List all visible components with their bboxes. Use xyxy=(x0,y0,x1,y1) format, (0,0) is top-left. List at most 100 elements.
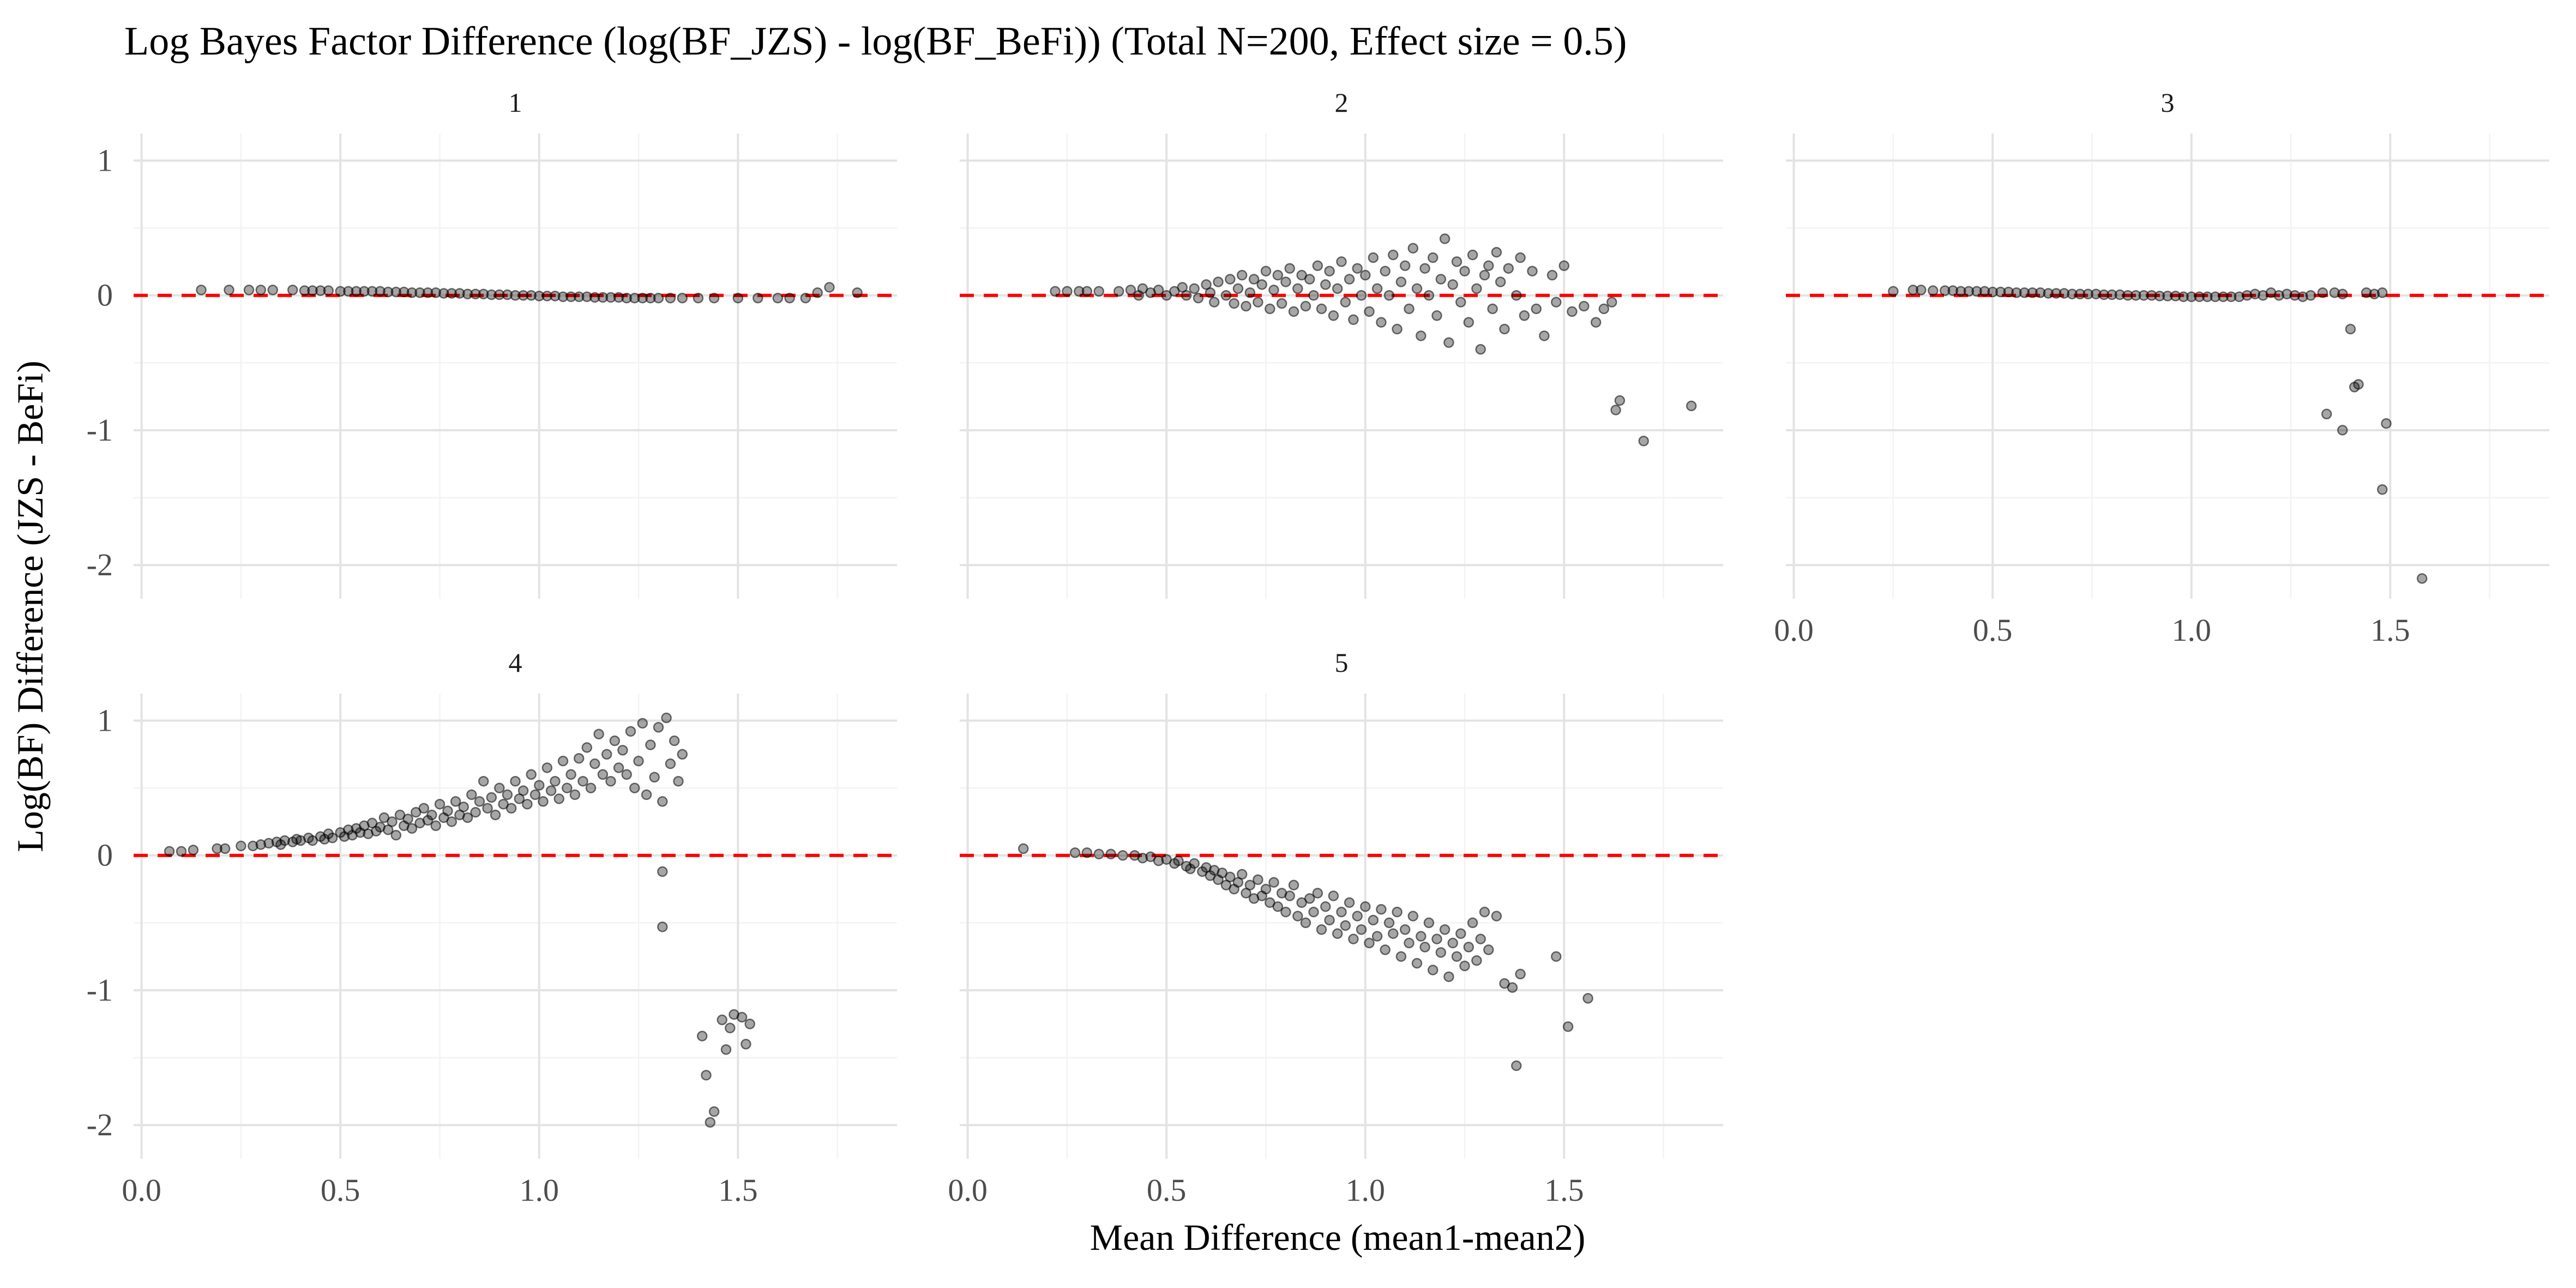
data-point xyxy=(732,292,744,304)
data-point xyxy=(382,286,394,298)
data-point xyxy=(1531,303,1542,315)
data-point xyxy=(1546,269,1558,281)
data-point xyxy=(673,775,684,787)
y-tick-label: 1 xyxy=(97,142,113,178)
data-point xyxy=(1443,971,1454,982)
data-point xyxy=(517,290,529,301)
data-point xyxy=(538,796,549,807)
data-point xyxy=(1153,285,1164,296)
data-point xyxy=(2282,288,2292,299)
data-point xyxy=(243,285,255,296)
data-point xyxy=(1288,880,1299,890)
data-point xyxy=(490,809,501,821)
data-point xyxy=(1427,965,1439,976)
data-point xyxy=(1562,1021,1574,1032)
data-point xyxy=(219,843,231,854)
data-point xyxy=(1551,951,1562,962)
data-point xyxy=(450,796,461,807)
data-point xyxy=(1260,266,1272,276)
data-point xyxy=(2114,289,2126,300)
data-point xyxy=(1916,285,1927,296)
data-point xyxy=(1567,306,1578,317)
data-point xyxy=(399,286,410,298)
y-tick-label: -1 xyxy=(87,972,113,1008)
data-point xyxy=(2098,289,2110,300)
data-point xyxy=(577,775,588,787)
data-point xyxy=(1955,286,1966,297)
data-point xyxy=(1491,246,1502,258)
data-point xyxy=(510,775,521,787)
data-point xyxy=(1455,297,1466,308)
data-point xyxy=(1328,310,1339,321)
data-point xyxy=(1416,931,1427,942)
data-point xyxy=(1947,285,1959,296)
data-point xyxy=(593,729,604,739)
data-point xyxy=(753,292,763,304)
data-point xyxy=(696,1031,708,1042)
data-point xyxy=(653,292,664,304)
data-point xyxy=(502,289,513,300)
data-point xyxy=(1205,287,1216,298)
data-point xyxy=(474,796,485,807)
data-point xyxy=(1280,276,1291,287)
data-point xyxy=(263,838,274,849)
x-tick-label: 1.0 xyxy=(2172,612,2212,648)
data-point xyxy=(605,775,616,787)
data-point xyxy=(2011,287,2022,298)
data-point xyxy=(1292,911,1303,922)
data-point xyxy=(1471,283,1482,294)
data-point xyxy=(1236,869,1248,880)
data-point xyxy=(2242,290,2253,301)
data-point xyxy=(657,796,668,807)
data-point xyxy=(1455,928,1466,939)
data-point xyxy=(645,739,656,750)
data-point xyxy=(1479,906,1490,918)
data-point xyxy=(1276,298,1287,309)
data-point xyxy=(522,798,533,810)
x-tick-label: 0.0 xyxy=(1774,612,1814,648)
data-point xyxy=(717,1014,727,1026)
data-point xyxy=(1507,982,1518,993)
data-point xyxy=(1395,276,1407,287)
data-point xyxy=(430,820,441,832)
data-point xyxy=(1272,901,1284,912)
data-point xyxy=(677,749,688,760)
facet-label: 4 xyxy=(509,647,522,678)
data-point xyxy=(351,286,362,297)
data-point xyxy=(1404,303,1415,315)
data-point xyxy=(1344,274,1355,285)
data-point xyxy=(1360,901,1371,912)
data-point xyxy=(1388,249,1399,261)
data-point xyxy=(1467,917,1478,929)
data-point xyxy=(1360,269,1371,281)
data-point xyxy=(550,775,561,787)
data-point xyxy=(482,803,493,814)
data-point xyxy=(335,286,346,297)
x-tick-label: 1.5 xyxy=(2370,612,2410,648)
x-axis-title: Mean Difference (mean1-mean2) xyxy=(1090,1217,1586,1258)
data-point xyxy=(1229,298,1239,309)
data-point xyxy=(2146,290,2157,301)
data-point xyxy=(1558,260,1570,272)
data-point xyxy=(446,816,458,827)
data-point xyxy=(1352,911,1363,922)
data-point xyxy=(2234,291,2245,302)
data-point xyxy=(1304,274,1315,285)
data-point xyxy=(1376,317,1387,328)
data-point xyxy=(1380,266,1391,276)
data-point xyxy=(526,290,537,301)
data-point xyxy=(2369,288,2380,299)
data-point xyxy=(1479,269,1490,281)
data-point xyxy=(1447,937,1458,949)
data-point xyxy=(267,285,278,296)
data-point xyxy=(589,758,600,769)
data-point xyxy=(1260,883,1272,895)
data-point xyxy=(529,789,541,801)
data-point xyxy=(1244,287,1256,298)
data-point xyxy=(1383,290,1395,301)
data-point xyxy=(1288,306,1299,317)
data-point xyxy=(1439,924,1450,935)
data-point xyxy=(494,783,505,793)
data-point xyxy=(1093,848,1104,859)
